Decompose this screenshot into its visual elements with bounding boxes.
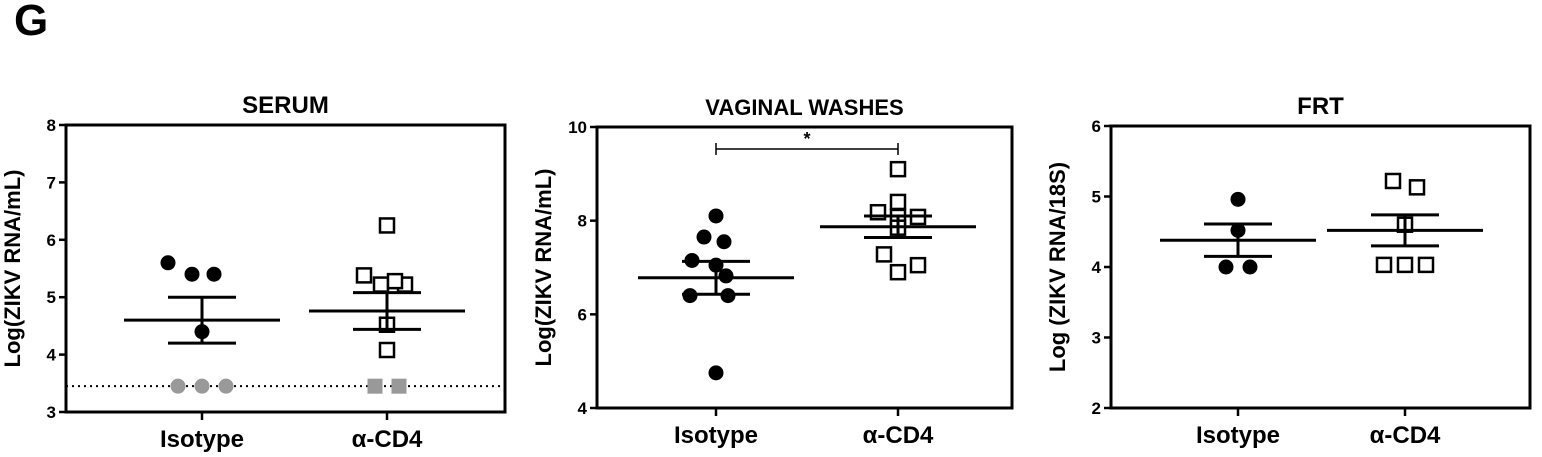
chart-panel-3: 2 3 4 5 6 Isotype α-CD4 FRT Log (ZIKV RNA/18S) bbox=[1045, 93, 1532, 449]
data-point bbox=[1384, 172, 1402, 190]
data-point bbox=[206, 266, 222, 282]
y-tick-label: 7 bbox=[47, 173, 56, 192]
data-point bbox=[170, 378, 186, 394]
y-tick-label: 6 bbox=[578, 305, 587, 324]
chart-title: FRT bbox=[1297, 93, 1344, 120]
data-point bbox=[1417, 256, 1435, 274]
data-point bbox=[889, 193, 907, 211]
y-tick-label: 4 bbox=[578, 399, 588, 418]
chart-panel-2: 4 6 8 10 Isotype α-CD4 VAGINAL WASHES Log(ZIKV … bbox=[531, 95, 1014, 449]
y-tick-label: 5 bbox=[1092, 188, 1101, 207]
x-tick-label: Isotype bbox=[1196, 422, 1280, 449]
plot-frame bbox=[1109, 124, 1532, 410]
panel-letter: G bbox=[14, 0, 49, 45]
plot-frame bbox=[64, 123, 507, 414]
chart-title: VAGINAL WASHES bbox=[705, 95, 903, 120]
chart-title: SERUM bbox=[242, 92, 329, 119]
data-point bbox=[716, 234, 732, 250]
data-point bbox=[391, 378, 407, 394]
x-tick-label: α-CD4 bbox=[1370, 422, 1441, 449]
y-tick-label: 4 bbox=[1092, 258, 1102, 277]
y-tick-label: 6 bbox=[47, 231, 56, 250]
chart-panel-1: 3 4 5 6 7 8 Isotype α-CD4 SERUM Log(ZIKV RNA/mL) bbox=[0, 92, 507, 453]
data-point bbox=[355, 267, 373, 284]
data-point bbox=[1375, 256, 1393, 274]
data-point bbox=[184, 266, 200, 282]
x-tick-label: α-CD4 bbox=[352, 426, 423, 453]
x-tick-label: α-CD4 bbox=[863, 422, 934, 449]
y-tick-label: 8 bbox=[47, 116, 56, 135]
data-point bbox=[889, 160, 907, 178]
data-point bbox=[875, 246, 893, 263]
data-point bbox=[1218, 259, 1234, 275]
data-point bbox=[708, 208, 724, 224]
y-tick-label: 6 bbox=[1092, 117, 1101, 136]
data-point bbox=[378, 341, 396, 359]
data-point bbox=[378, 217, 396, 234]
data-point bbox=[218, 378, 234, 394]
data-point bbox=[372, 276, 390, 293]
y-tick-label: 8 bbox=[578, 212, 587, 231]
x-tick-label: Isotype bbox=[674, 422, 758, 449]
plot-frame bbox=[595, 125, 1014, 410]
data-point bbox=[1230, 191, 1246, 207]
y-tick-label: 5 bbox=[47, 288, 56, 307]
y-tick-label: 3 bbox=[47, 403, 56, 422]
y-axis-label: Log (ZIKV RNA/18S) bbox=[1045, 162, 1070, 372]
data-point bbox=[160, 255, 176, 271]
data-point bbox=[367, 378, 383, 394]
y-tick-label: 4 bbox=[47, 346, 57, 365]
data-point bbox=[909, 256, 927, 274]
significance-label: * bbox=[803, 129, 810, 149]
data-point bbox=[1242, 259, 1258, 275]
data-point bbox=[718, 268, 734, 284]
data-point bbox=[696, 229, 712, 245]
y-axis-label: Log(ZIKV RNA/mL) bbox=[531, 169, 556, 367]
y-tick-label: 10 bbox=[568, 118, 587, 137]
y-axis-label: Log(ZIKV RNA/mL) bbox=[0, 170, 25, 368]
data-point bbox=[708, 365, 724, 381]
data-point bbox=[386, 272, 404, 290]
data-point bbox=[1396, 256, 1414, 274]
x-tick-label: Isotype bbox=[160, 426, 244, 453]
data-point bbox=[889, 263, 907, 281]
data-point bbox=[194, 378, 210, 394]
y-tick-label: 2 bbox=[1092, 399, 1101, 418]
y-tick-label: 3 bbox=[1092, 329, 1101, 348]
data-point bbox=[1408, 179, 1426, 196]
